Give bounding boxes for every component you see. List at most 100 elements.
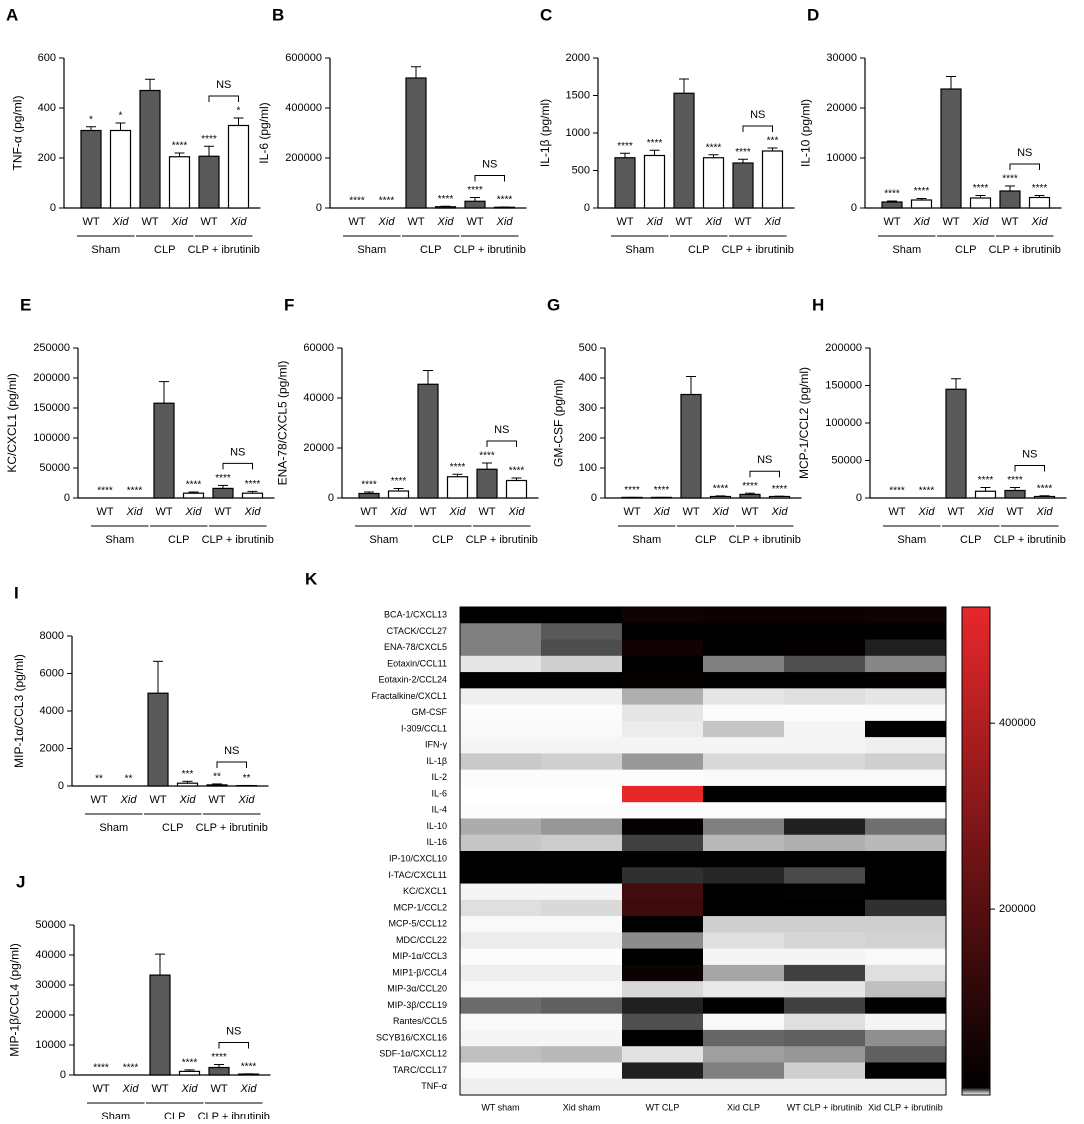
- bar: [704, 158, 724, 208]
- heatmap-cell: [460, 656, 542, 673]
- comparison-label: NS: [494, 424, 509, 436]
- significance-label: ****: [123, 1063, 139, 1074]
- heatmap-cell: [703, 835, 785, 852]
- heatmap-cell: [622, 1030, 704, 1047]
- heatmap-cell: [541, 949, 623, 966]
- heatmap-cell: [622, 981, 704, 998]
- x-tick-label: WT: [883, 216, 900, 228]
- bar: [645, 156, 665, 209]
- x-tick-label: Xid: [181, 1083, 199, 1095]
- heatmap-cell: [622, 721, 704, 738]
- bar: [615, 158, 635, 208]
- panel-letter: E: [20, 295, 31, 314]
- heatmap-cell: [703, 1062, 785, 1079]
- heatmap-cell: [865, 640, 947, 657]
- heatmap-cell: [460, 672, 542, 689]
- x-tick-label: WT: [407, 216, 424, 228]
- x-tick-label: WT: [682, 506, 699, 518]
- heatmap-cell: [460, 1079, 542, 1096]
- group-label: CLP: [960, 534, 981, 546]
- panel-letter: K: [305, 569, 318, 588]
- significance-label: ****: [1037, 483, 1053, 494]
- bar: [652, 497, 672, 498]
- y-tick-label: 100: [579, 462, 597, 474]
- significance-label: ****: [479, 451, 495, 462]
- y-tick-label: 600: [38, 52, 56, 64]
- heatmap-cell: [865, 1046, 947, 1063]
- x-tick-label: Xid: [764, 216, 782, 228]
- heatmap-cell: [460, 932, 542, 949]
- bar: [477, 469, 497, 498]
- heatmap-cell: [703, 981, 785, 998]
- x-tick-label: Xid: [230, 216, 248, 228]
- significance-label: ****: [201, 134, 217, 145]
- significance-label: ****: [497, 195, 513, 206]
- group-label: Sham: [91, 244, 120, 256]
- heatmap-cell: [460, 640, 542, 657]
- heatmap-cell: [784, 786, 866, 803]
- row-label: TARC/CCL17: [393, 1065, 447, 1075]
- significance-label: **: [95, 774, 103, 785]
- row-label: KC/CXCL1: [403, 886, 447, 896]
- heatmap-cell: [541, 1014, 623, 1031]
- bar: [418, 384, 438, 498]
- x-tick-label: Xid: [390, 506, 408, 518]
- heatmap-cell: [541, 851, 623, 868]
- colorbar-tick-label: 400000: [999, 717, 1036, 729]
- heatmap-cell: [460, 835, 542, 852]
- heatmap-cell: [865, 916, 947, 933]
- heatmap-cell: [541, 802, 623, 819]
- heatmap-cell: [865, 1079, 947, 1096]
- y-axis-title: TNF-α (pg/ml): [11, 96, 25, 171]
- group-label: Sham: [897, 534, 926, 546]
- group-label: Sham: [369, 534, 398, 546]
- row-label: Eotaxin/CCL11: [387, 658, 447, 668]
- row-label: IL-16: [426, 837, 447, 847]
- y-tick-label: 0: [316, 202, 322, 214]
- significance-label: ****: [172, 141, 188, 152]
- y-tick-label: 10000: [826, 152, 857, 164]
- y-tick-label: 0: [591, 492, 597, 504]
- heatmap-cell: [784, 623, 866, 640]
- x-tick-label: Xid: [653, 506, 671, 518]
- heatmap-cell: [703, 656, 785, 673]
- column-label: Xid CLP + ibrutinib: [868, 1102, 943, 1112]
- heatmap-cell: [460, 1014, 542, 1031]
- group-label: Sham: [99, 822, 128, 834]
- comparison-bracket: [475, 176, 505, 182]
- significance-label: ****: [438, 194, 454, 205]
- heatmap-cell: [541, 997, 623, 1014]
- panel-letter: J: [16, 872, 25, 891]
- heatmap-cell: [865, 818, 947, 835]
- heatmap-cell: [865, 656, 947, 673]
- heatmap-cell: [622, 770, 704, 787]
- x-tick-label: WT: [96, 506, 113, 518]
- heatmap-cell: [703, 932, 785, 949]
- significance-label: ****: [978, 475, 994, 486]
- heatmap-cell: [541, 737, 623, 754]
- panel-letter: D: [807, 5, 819, 24]
- bar: [941, 89, 961, 208]
- heatmap-cell: [703, 753, 785, 770]
- row-label: MCP-1/CCL2: [393, 902, 447, 912]
- heatmap-cell: [460, 965, 542, 982]
- x-tick-label: Xid: [771, 506, 789, 518]
- heatmap-cell: [460, 818, 542, 835]
- heatmap-cell: [784, 672, 866, 689]
- significance-label: ****: [467, 185, 483, 196]
- significance-label: *: [237, 106, 241, 117]
- heatmap-cell: [622, 884, 704, 901]
- y-tick-label: 50000: [831, 454, 862, 466]
- heatmap-cell: [784, 900, 866, 917]
- y-tick-label: 50000: [39, 462, 70, 474]
- heatmap-cell: [460, 786, 542, 803]
- group-label: CLP: [168, 534, 189, 546]
- heatmap-cell: [784, 949, 866, 966]
- significance-label: ****: [241, 1061, 257, 1072]
- row-label: Eotaxin-2/CCL24: [378, 675, 447, 685]
- heatmap-cell: [541, 672, 623, 689]
- heatmap-cell: [865, 851, 947, 868]
- heatmap-cell: [703, 737, 785, 754]
- bar: [976, 491, 996, 498]
